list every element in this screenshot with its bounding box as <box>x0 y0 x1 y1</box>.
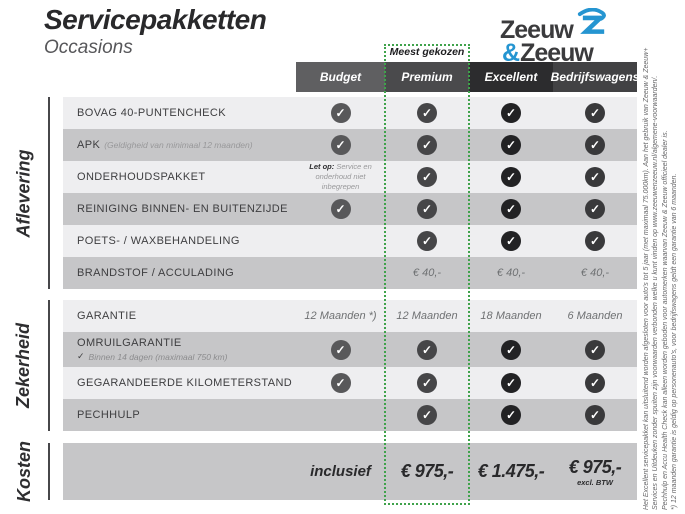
row-sub-note: ✓ Binnen 14 dagen (maximaal 750 km) <box>77 351 228 362</box>
row-label: OMRUILGARANTIE <box>77 337 182 349</box>
check-icon: ✓ <box>330 199 351 219</box>
cell-value: € 40,- <box>412 267 442 279</box>
row-label: PECHHULP <box>77 409 141 421</box>
row-label: GEGARANDEERDE KILOMETERSTAND <box>77 377 293 389</box>
check-icon: ✓ <box>585 231 605 251</box>
section-label-aflevering: Aflevering <box>13 148 34 238</box>
footnote-disclaimer: Het Excellent servicepakket kan uitsluit… <box>642 0 680 510</box>
row-label: GARANTIE <box>77 310 137 322</box>
table-row-garantie: GARANTIE 12 Maanden *) 12 Maanden 18 Maa… <box>63 300 637 332</box>
table-row-bovag: BOVAG 40-PUNTENCHECK ✓ ✓ ✓ ✓ <box>63 97 637 129</box>
table-row-kilometerstand: GEGARANDEERDE KILOMETERSTAND ✓ ✓ ✓ ✓ <box>63 367 637 399</box>
cell-value: 6 Maanden <box>567 310 623 322</box>
section-kosten: Kosten inclusief € 975,- € 1.475,- € 975… <box>0 440 685 503</box>
page-title: Servicepakketten <box>44 4 267 35</box>
row-label-note: (Geldigheid van minimaal 12 maanden) <box>104 140 253 150</box>
header-spacer <box>63 62 296 92</box>
column-header-premium: Premium <box>385 62 469 92</box>
budget-note: Let op: Service en onderhoud niet inbegr… <box>309 162 372 191</box>
column-header-bedrijfswagens: Bedrijfswagens <box>551 62 639 92</box>
price-bedrijfswagens-note: excl. BTW <box>577 477 613 487</box>
row-label: APK (Geldigheid van minimaal 12 maanden) <box>77 139 253 151</box>
table-row-onderhoudspakket: ONDERHOUDSPAKKET Let op: Service en onde… <box>63 161 637 193</box>
section-divider-line <box>48 443 50 500</box>
cell-value: € 40,- <box>496 267 526 279</box>
cell-value: 12 Maanden <box>396 310 458 322</box>
check-icon: ✓ <box>330 339 351 360</box>
page-title-block: Servicepakketten Occasions <box>44 4 267 59</box>
cell-value: 12 Maanden *) <box>304 310 377 322</box>
check-icon: ✓ <box>501 405 521 425</box>
row-label: POETS- / WAXBEHANDELING <box>77 235 240 247</box>
table-row-apk: APK (Geldigheid van minimaal 12 maanden) … <box>63 129 637 161</box>
table-row-prices: inclusief € 975,- € 1.475,- € 975,- excl… <box>63 443 637 500</box>
footnote-line: *) 12 maanden garantie is geldig op pers… <box>671 173 679 510</box>
check-icon: ✓ <box>585 167 605 187</box>
row-label: BOVAG 40-PUNTENCHECK <box>77 107 226 119</box>
check-icon: ✓ <box>417 103 437 123</box>
logo-word-2: Zeeuw <box>520 39 594 67</box>
logo-ampersand: & <box>502 39 520 67</box>
section-aflevering: Aflevering BOVAG 40-PUNTENCHECK ✓ ✓ ✓ ✓ … <box>0 97 685 289</box>
check-icon: ✓ <box>501 167 521 187</box>
inclusief-label: inclusief <box>310 463 371 480</box>
price-bedrijfswagens: € 975,- <box>568 456 622 477</box>
section-label-kosten: Kosten <box>13 440 34 503</box>
check-icon: ✓ <box>417 231 437 251</box>
section-divider-line <box>48 300 50 431</box>
row-label: BRANDSTOF / ACCULADING <box>77 267 235 279</box>
check-icon: ✓ <box>330 135 351 155</box>
check-icon: ✓ <box>585 199 605 219</box>
check-icon: ✓ <box>501 103 521 123</box>
row-label: REINIGING BINNEN- EN BUITENZIJDE <box>77 203 288 215</box>
check-icon: ✓ <box>585 103 605 123</box>
table-row-brandstof: BRANDSTOF / ACCULADING € 40,- € 40,- € 4… <box>63 257 637 289</box>
check-icon: ✓ <box>417 199 437 219</box>
check-icon: ✓ <box>585 135 605 155</box>
section-label-zekerheid: Zekerheid <box>13 322 34 409</box>
footnote-line: Services en Uitdeuken zonder spuiten zij… <box>652 75 660 510</box>
table-row-poets: POETS- / WAXBEHANDELING ✓ ✓ ✓ <box>63 225 637 257</box>
check-icon: ✓ <box>585 339 605 360</box>
check-icon: ✓ <box>77 351 85 361</box>
check-icon: ✓ <box>585 405 605 425</box>
table-row-reiniging: REINIGING BINNEN- EN BUITENZIJDE ✓ ✓ ✓ ✓ <box>63 193 637 225</box>
check-icon: ✓ <box>330 373 351 393</box>
check-icon: ✓ <box>501 231 521 251</box>
table-row-omruilgarantie: OMRUILGARANTIE ✓ Binnen 14 dagen (maximaa… <box>63 332 637 367</box>
column-header-excellent: Excellent <box>469 62 553 92</box>
check-icon: ✓ <box>417 405 437 425</box>
footnote-line: Pechhulp en Accu Health Check kan alleen… <box>661 130 669 510</box>
check-icon: ✓ <box>417 339 437 360</box>
check-icon: ✓ <box>330 103 351 123</box>
check-icon: ✓ <box>501 135 521 155</box>
column-headers: Budget Premium Excellent Bedrijfswagens <box>63 62 639 92</box>
section-divider-line <box>48 97 50 289</box>
zeeuw-zeeuw-logo: Zeeuw & Zeeuw <box>500 7 650 67</box>
price-excellent: € 1.475,- <box>477 461 545 481</box>
check-icon: ✓ <box>501 373 521 393</box>
row-label: ONDERHOUDSPAKKET <box>77 171 206 183</box>
logo-word-1: Zeeuw <box>500 16 574 44</box>
cell-value: 18 Maanden <box>480 310 542 322</box>
page-subtitle: Occasions <box>44 37 133 58</box>
check-icon: ✓ <box>417 135 437 155</box>
logo-z-swoosh-icon <box>576 7 608 41</box>
table-row-pechhulp: PECHHULP ✓ ✓ ✓ <box>63 399 637 431</box>
price-premium: € 975,- <box>400 461 454 481</box>
section-zekerheid: Zekerheid GARANTIE 12 Maanden *) 12 Maan… <box>0 300 685 431</box>
meest-gekozen-badge: Meest gekozen <box>389 46 465 58</box>
check-icon: ✓ <box>501 199 521 219</box>
footnote-line: Het Excellent servicepakket kan uitsluit… <box>643 47 650 510</box>
check-icon: ✓ <box>501 339 521 360</box>
check-icon: ✓ <box>417 167 437 187</box>
check-icon: ✓ <box>417 373 437 393</box>
cell-value: € 40,- <box>580 267 610 279</box>
check-icon: ✓ <box>585 373 605 393</box>
column-header-budget: Budget <box>296 62 385 92</box>
